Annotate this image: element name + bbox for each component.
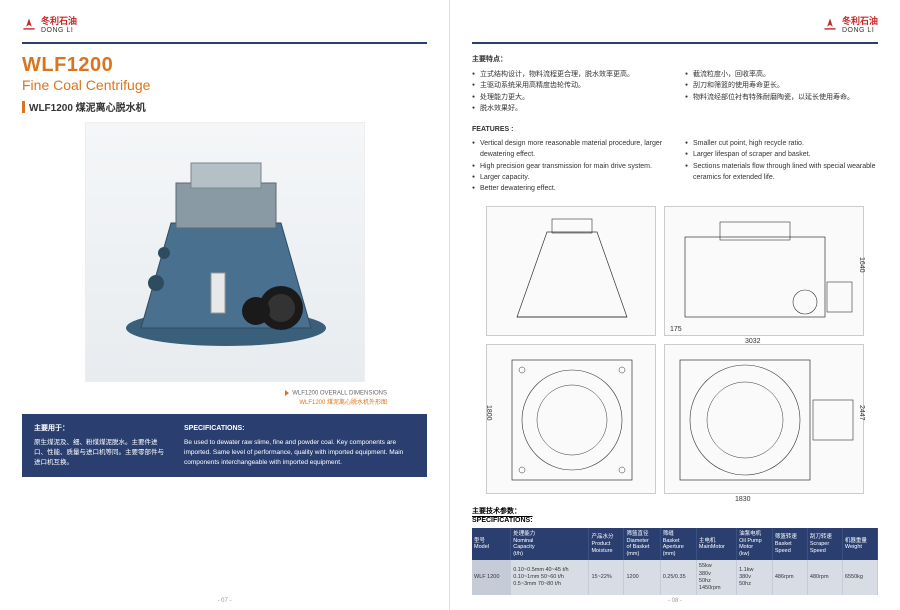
feature-item: Larger lifespan of scraper and basket. [685,149,878,160]
table-cell: 0.25/0.35 [660,560,696,595]
spec-col-en: SPECIFICATIONS: Be used to dewater raw s… [184,424,415,468]
subtitle-cn: WLF1200 煤泥离心脱水机 [29,99,146,114]
table-cell: 0.10~0.5mm 40~45 t/h0.10~1mm 50~60 t/h0.… [511,560,589,595]
dim-175: 175 [670,326,682,333]
spec-h-cn: 主要用于： [34,424,164,435]
table-cell: 6550kg [842,560,877,595]
feature-item: 主驱动系统采用高精度齿轮传动。 [472,80,665,91]
features-cn-cols: 立式结构设计，物料流程更合理，脱水效率更高。主驱动系统采用高精度齿轮传动。处理能… [472,69,878,114]
features-heading-cn: 主要特点： [472,54,878,65]
page-number-left: - 07 - [217,598,231,604]
feature-item: 截流粒度小，回收率高。 [685,69,878,80]
diagram-top-cone [486,206,656,336]
table-cell: 486rpm [772,560,807,595]
feature-item: 物料流经部位衬有特殊耐磨陶瓷，以延长使用寿命。 [685,92,878,103]
table-cell: 1200 [624,560,660,595]
feature-item: Larger capacity. [472,172,665,183]
spec-col-cn: 主要用于： 原生煤泥及、细、粉煤煤泥脱水。主要件进口、性能、质量与进口机等同。主… [34,424,164,468]
caption-en: WLF1200 OVERALL DIMENSIONS [292,391,387,397]
spec-p-cn: 原生煤泥及、细、粉煤煤泥脱水。主要件进口、性能、质量与进口机等同。主要零部件与进… [34,438,164,467]
brand-en: DONG LI [41,27,77,34]
spec-h-en: SPECIFICATIONS: [184,424,415,435]
table-row: WLF 12000.10~0.5mm 40~45 t/h0.10~1mm 50~… [472,560,878,595]
right-page: 冬利石油 DONG LI 主要特点： 立式结构设计，物料流程更合理，脱水效率更高… [450,0,900,610]
table-header-cell: 处理能力NominalCapacity(t/h) [511,528,589,560]
logo-icon [22,17,36,31]
header-right: 冬利石油 DONG LI [472,14,878,34]
feature-item: Better dewatering effect. [472,183,665,194]
table-header-row: 型号Model处理能力NominalCapacity(t/h)产品水分Produ… [472,528,878,560]
feature-item: Smaller cut point, high recycle ratio. [685,138,878,149]
table-cell: WLF 1200 [472,560,511,595]
brand-cn: 冬利石油 [842,14,878,27]
table-cell: 55kw380v50hz1450rpm [696,560,736,595]
product-name: Fine Coal Centrifuge [22,77,427,93]
header-left: 冬利石油 DONG LI [22,14,427,34]
brand-en: DONG LI [842,27,878,34]
dim-1800: 1800 [485,405,492,421]
spec-heading-en: SPECIFICATIONS: [472,517,878,524]
features-en-cols: Vertical design more reasonable material… [472,138,878,194]
table-cell: 1.1kw380v50hz [737,560,773,595]
features-en-right: Smaller cut point, high recycle ratio.La… [685,138,878,194]
table-header-cell: 型号Model [472,528,511,560]
spec-heading-cn: 主要技术参数： [472,506,878,516]
table-header-cell: 机器重量Weight [842,528,877,560]
features-block: 主要特点： 立式结构设计，物料流程更合理，脱水效率更高。主驱动系统采用高精度齿轮… [472,54,878,194]
page-number-right: - 08 - [668,598,682,604]
brand-text: 冬利石油 DONG LI [842,14,878,34]
spec-p-en: Be used to dewater raw slime, fine and p… [184,438,415,467]
table-header-cell: 产品水分ProductMoisture [589,528,624,560]
table-header-cell: 筛篮直径Diameterof Basket(mm) [624,528,660,560]
feature-item: High precision gear transmission for mai… [472,161,665,172]
left-page: 冬利石油 DONG LI WLF1200 Fine Coal Centrifug… [0,0,450,610]
model-number: WLF1200 [22,54,427,77]
photo-caption: WLF1200 OVERALL DIMENSIONS WLF1200 煤泥离心脱… [22,390,387,406]
features-cn-left: 立式结构设计，物料流程更合理，脱水效率更高。主驱动系统采用高精度齿轮传动。处理能… [472,69,665,114]
title-block: WLF1200 Fine Coal Centrifuge [22,54,427,93]
spec-table: 型号Model处理能力NominalCapacity(t/h)产品水分Produ… [472,528,878,595]
table-cell: 480rpm [807,560,842,595]
diagram-plan-square: 1800 [486,344,656,494]
table-header-cell: 刮刀转速ScraperSpeed [807,528,842,560]
table-header-cell: 筛篮转速BasketSpeed [772,528,807,560]
table-cell: 15~22% [589,560,624,595]
dim-1640: 1640 [858,257,865,273]
header-divider [22,42,427,44]
features-cn-right: 截流粒度小，回收率高。刮刀和筛篮的使用寿命更长。物料流经部位衬有特殊耐磨陶瓷，以… [685,69,878,114]
centrifuge-icon [116,153,336,353]
features-en-left: Vertical design more reasonable material… [472,138,665,194]
brand-cn: 冬利石油 [41,14,77,27]
dim-2447: 2447 [858,405,865,421]
accent-bar [22,101,25,113]
spec-band: 主要用于： 原生煤泥及、细、粉煤煤泥脱水。主要件进口、性能、质量与进口机等同。主… [22,414,427,478]
feature-item: 立式结构设计，物料流程更合理，脱水效率更高。 [472,69,665,80]
table-header-cell: 筛缝BasketAperture(mm) [660,528,696,560]
table-header-cell: 主电机MainMotor [696,528,736,560]
feature-item: Sections materials flow through lined wi… [685,161,878,183]
table-header-cell: 油泵电机Oil PumpMotor(kw) [737,528,773,560]
caption-cn: WLF1200 煤泥离心脱水机外形图 [299,400,387,406]
brand-text: 冬利石油 DONG LI [41,14,77,34]
subtitle-row: WLF1200 煤泥离心脱水机 [22,99,427,114]
product-photo [85,122,365,382]
feature-item: Vertical design more reasonable material… [472,138,665,160]
feature-item: 脱水效果好。 [472,103,665,114]
triangle-icon [285,390,289,396]
features-heading-en: FEATURES : [472,124,878,135]
dim-1830: 1830 [735,496,751,503]
logo-icon [823,17,837,31]
diagram-plan-full: 1830 2447 [664,344,864,494]
feature-item: 处理能力更大。 [472,92,665,103]
feature-item: 刮刀和筛篮的使用寿命更长。 [685,80,878,91]
dimension-diagrams: 1640 175 3032 1800 1830 2447 [472,206,878,494]
header-divider [472,42,878,44]
diagram-side-elevation: 1640 175 3032 [664,206,864,336]
